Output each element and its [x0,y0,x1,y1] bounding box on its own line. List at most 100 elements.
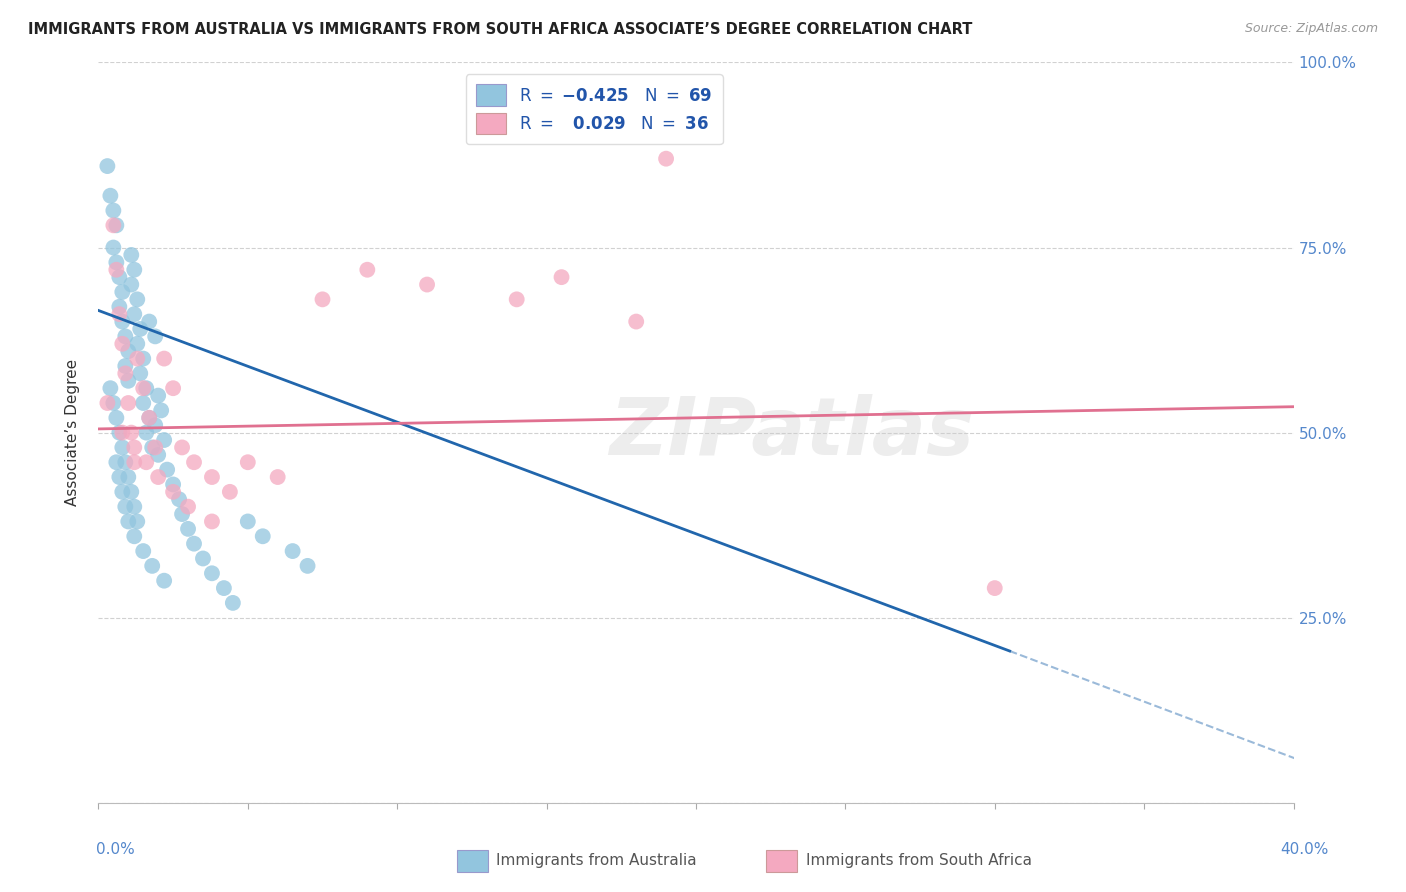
Point [132,381,155,395]
Text: IMMIGRANTS FROM AUSTRALIA VS IMMIGRANTS FROM SOUTH AFRICA ASSOCIATE’S DEGREE COR: IMMIGRANTS FROM AUSTRALIA VS IMMIGRANTS … [28,22,973,37]
Legend: $\mathregular{R\ =\ }$$\mathbf{-0.425}$$\mathregular{\ \ \ N\ =\ }$$\mathbf{69}$: $\mathregular{R\ =\ }$$\mathbf{-0.425}$$… [467,74,723,144]
Point [183,455,205,469]
Point [138,410,160,425]
Point [127,336,149,351]
Point [183,536,205,550]
Point [103,219,125,233]
Point [132,544,155,558]
Point [105,262,128,277]
Point [135,425,157,440]
Point [111,285,134,299]
Point [103,396,125,410]
Point [252,529,274,543]
Point [156,462,179,476]
Point [129,322,152,336]
Point [138,410,160,425]
Point [120,484,142,499]
Point [356,262,378,277]
Bar [457,850,488,871]
Point [311,293,333,307]
Point [117,374,139,388]
Point [177,500,200,514]
Point [96,396,118,410]
Point [111,314,134,328]
Point [132,351,155,366]
Point [117,396,139,410]
Point [267,470,290,484]
Point [984,581,1007,595]
Point [117,470,139,484]
Point [96,159,118,173]
Point [191,551,214,566]
Text: Immigrants from South Africa: Immigrants from South Africa [806,853,1032,868]
Point [626,314,648,328]
Point [143,329,166,343]
Point [135,381,157,395]
Point [120,248,142,262]
Point [105,410,128,425]
Point [105,455,128,469]
Point [150,403,173,417]
Bar [766,850,797,871]
Point [124,455,146,469]
Point [143,441,166,455]
Point [103,240,125,255]
Point [111,336,134,351]
Point [135,455,157,469]
Point [162,381,184,395]
Point [103,203,125,218]
Point [281,544,304,558]
Point [153,351,176,366]
Point [129,367,152,381]
Point [222,596,245,610]
Point [132,396,155,410]
Text: 40.0%: 40.0% [1281,842,1329,856]
Point [111,484,134,499]
Point [172,441,194,455]
Point [148,448,170,462]
Point [98,188,122,202]
Point [177,522,200,536]
Point [124,262,146,277]
Point [201,566,224,581]
Text: Source: ZipAtlas.com: Source: ZipAtlas.com [1244,22,1378,36]
Point [550,270,572,285]
Point [105,255,128,269]
Point [111,441,134,455]
Point [120,425,142,440]
Point [219,484,242,499]
Point [127,293,149,307]
Point [148,388,170,402]
Point [148,470,170,484]
Point [162,477,184,491]
Point [297,558,319,573]
Point [124,529,146,543]
Point [120,277,142,292]
Point [506,293,529,307]
Point [201,515,224,529]
Point [124,441,146,455]
Point [162,484,184,499]
Point [167,492,190,507]
Point [114,500,136,514]
Point [108,425,131,440]
Point [124,307,146,321]
Point [114,359,136,373]
Point [212,581,235,595]
Text: 0.0%: 0.0% [96,842,135,856]
Point [143,418,166,433]
Point [114,367,136,381]
Text: Immigrants from Australia: Immigrants from Australia [496,853,697,868]
Point [127,351,149,366]
Point [172,507,194,521]
Point [105,219,128,233]
Point [127,515,149,529]
Point [108,307,131,321]
Point [108,470,131,484]
Point [114,455,136,469]
Text: ZIPatlas: ZIPatlas [609,393,974,472]
Point [114,329,136,343]
Point [138,314,160,328]
Point [153,433,176,447]
Y-axis label: Associate’s Degree: Associate’s Degree [65,359,80,506]
